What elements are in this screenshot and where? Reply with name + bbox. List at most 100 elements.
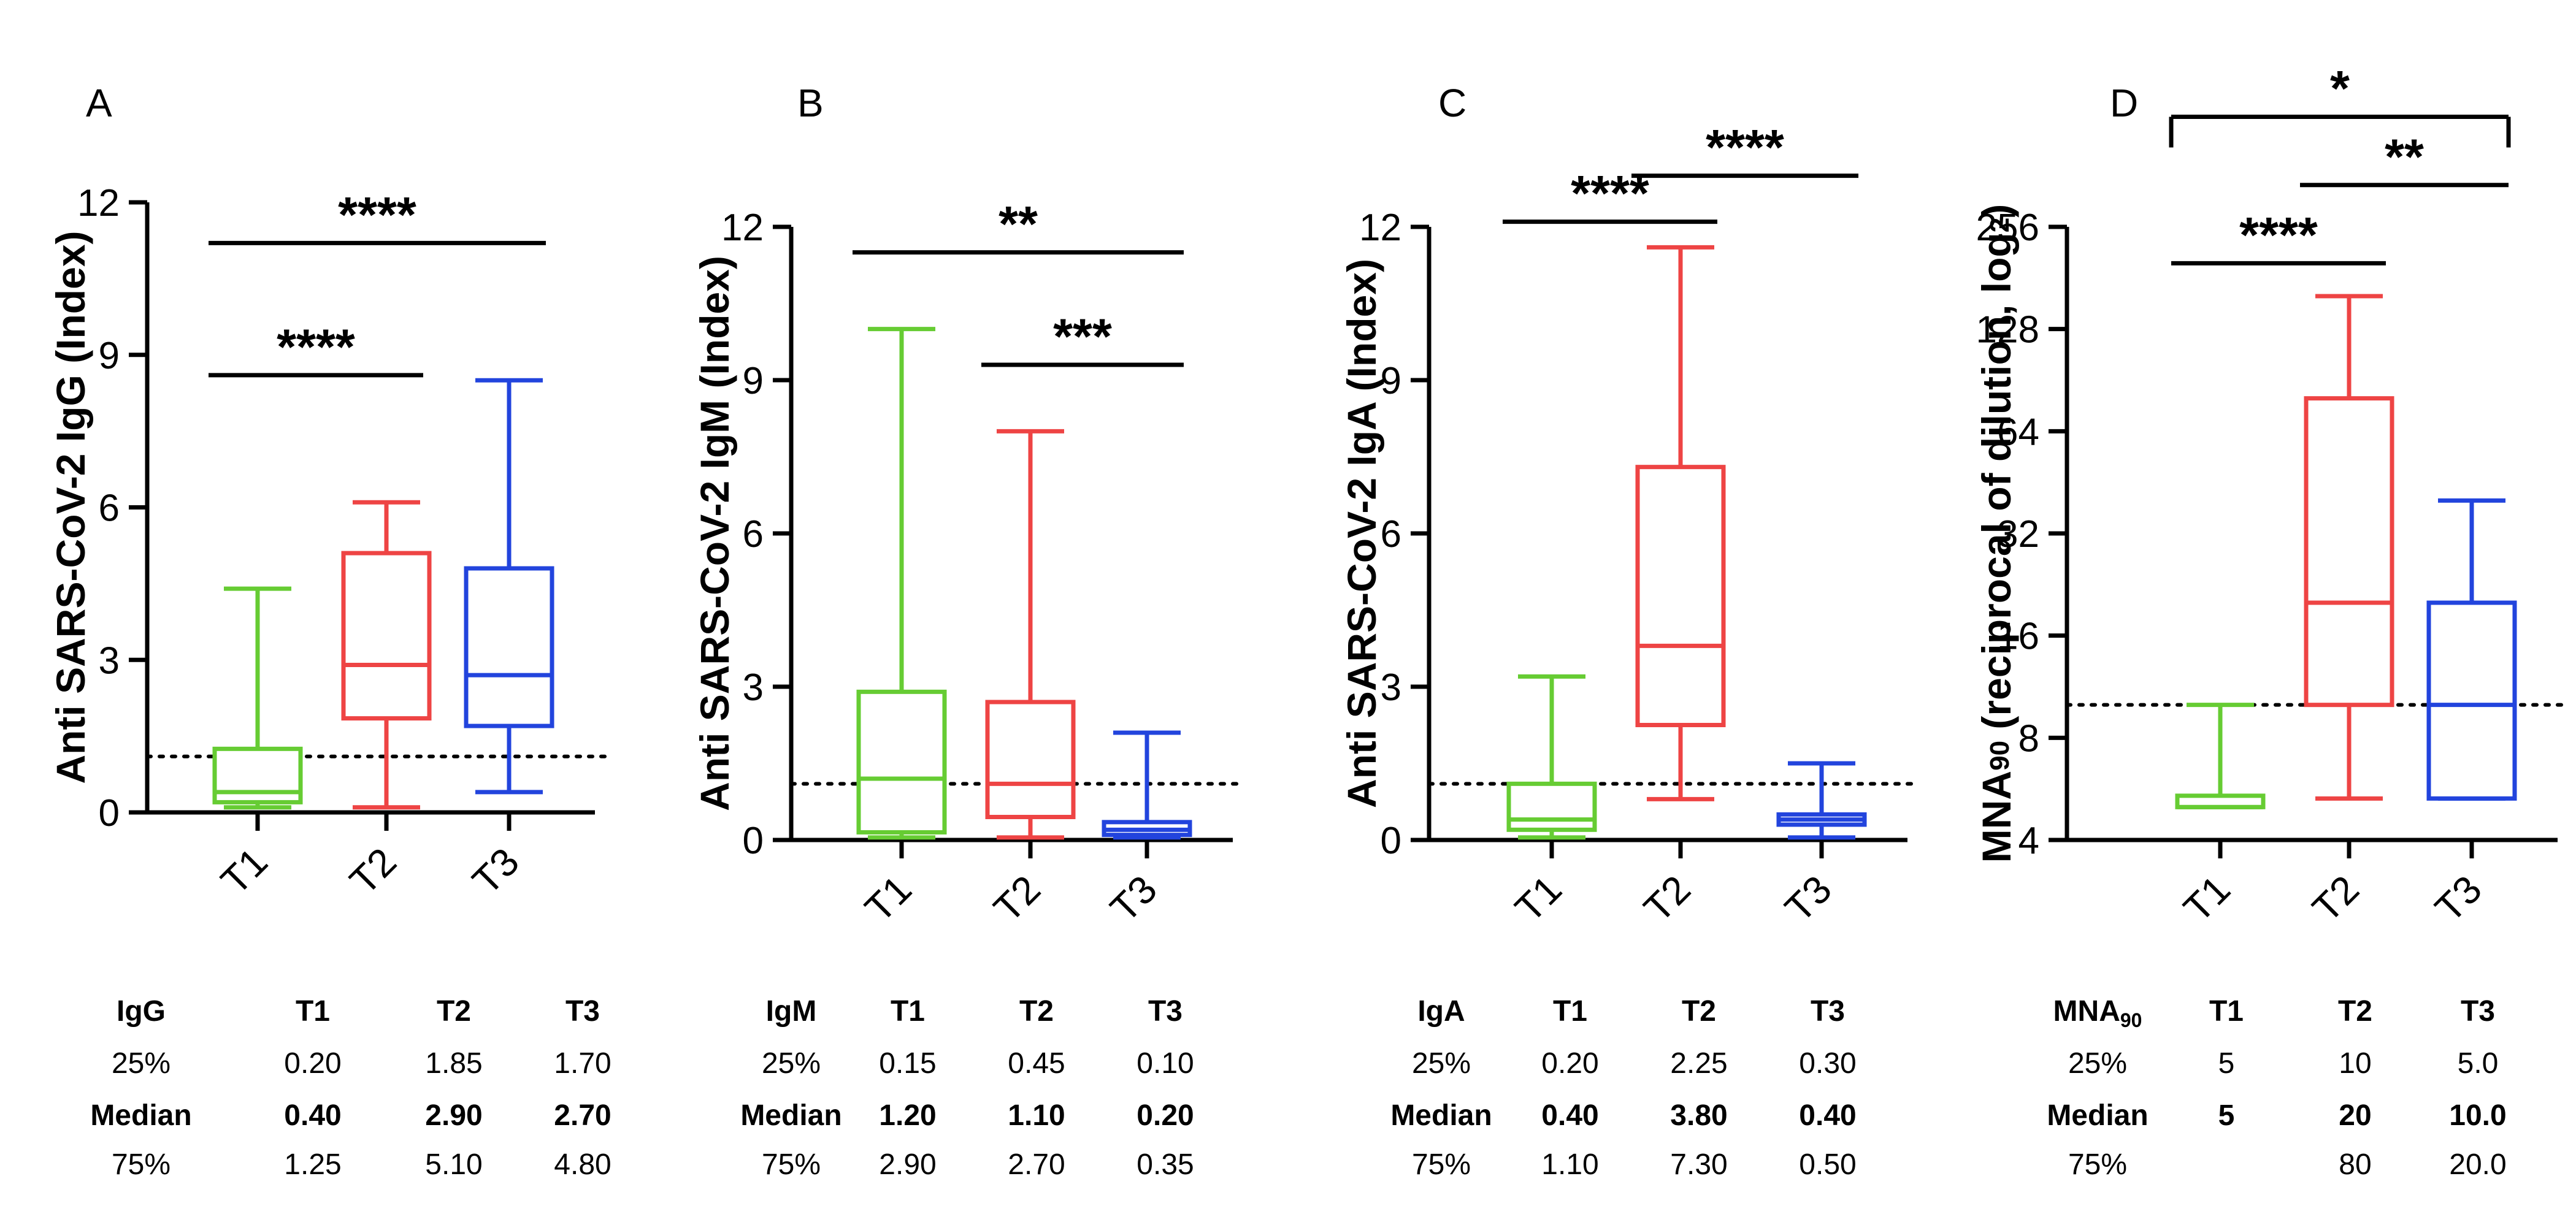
significance-label: ** <box>2385 129 2424 185</box>
table-header-cell: T2 <box>2338 995 2372 1028</box>
x-tick-label: T1 <box>212 839 276 903</box>
box-iqr <box>985 700 1076 819</box>
box-iqr <box>2304 396 2394 708</box>
y-tick-label: 0 <box>1381 820 1401 862</box>
panel-a: A 0 3 6 9 12 Anti SARS-CoV-2 IgG (Index) T1 T2 T3… <box>48 81 611 1181</box>
table-cell: 20.0 <box>2449 1148 2506 1181</box>
table-header-cell: T3 <box>2461 995 2495 1028</box>
y-tick-label: 8 <box>2018 717 2039 760</box>
box-t3 <box>2426 498 2517 801</box>
table-cell: 0.20 <box>1541 1047 1598 1080</box>
table-cell: 2.25 <box>1670 1047 1727 1080</box>
table-header-cell: IgG <box>117 995 166 1028</box>
panel-letter: C <box>1438 81 1466 125</box>
box-iqr <box>856 689 947 835</box>
y-tick-label: 4 <box>2018 820 2039 862</box>
y-tick-label: 3 <box>743 666 764 709</box>
table-row-label: Median <box>2047 1099 2148 1132</box>
table-cell: 1.10 <box>1541 1148 1598 1181</box>
table-header-subscript: 90 <box>2120 1009 2142 1031</box>
table-header-cell: T2 <box>437 995 471 1028</box>
box-iqr <box>212 746 303 804</box>
panel-b: B 0 3 6 9 12 Anti SARS-CoV-2 IgM (Index) T1 T2 T3… <box>692 81 1247 1181</box>
y-tick-label: 12 <box>77 182 120 224</box>
table-cell: 1.25 <box>284 1148 341 1181</box>
x-tick-label: T3 <box>2426 867 2490 931</box>
box-iqr <box>2426 600 2517 801</box>
box-t2 <box>341 500 432 810</box>
summary-table: IgM T1 T2 T3 25% 0.15 0.45 0.10 Median 1.20 1.10 0.… <box>740 995 1194 1181</box>
x-tick-label: T1 <box>1506 867 1570 931</box>
significance-bar: ** <box>853 197 1184 255</box>
box-t3 <box>464 378 554 795</box>
table-cell: 0.40 <box>284 1099 341 1132</box>
y-tick-label: 12 <box>1359 207 1401 249</box>
box-t2 <box>985 429 1076 840</box>
significance-bar: **** <box>2171 207 2386 265</box>
table-row-label: 25% <box>762 1047 821 1080</box>
y-tick-label: 9 <box>1381 360 1401 402</box>
box-t1 <box>212 586 303 810</box>
box-iqr <box>1506 781 1597 832</box>
table-header-cell: T3 <box>1811 995 1845 1028</box>
box-t1 <box>2175 703 2266 809</box>
table-cell: 0.30 <box>1799 1047 1856 1080</box>
y-tick-label: 16 <box>1997 616 2039 658</box>
x-tick-label: T1 <box>856 867 920 931</box>
y-tick-label: 3 <box>99 639 120 682</box>
table-cell: 3.80 <box>1670 1099 1727 1132</box>
table-row-label: 75% <box>1412 1148 1471 1181</box>
panel-letter: D <box>2110 81 2138 125</box>
y-tick-label: 6 <box>99 487 120 530</box>
table-cell: 80 <box>2339 1148 2371 1181</box>
y-tick-label: 128 <box>1976 309 2039 351</box>
significance-label: *** <box>1053 309 1112 365</box>
table-header-main: MNA <box>2053 995 2120 1028</box>
panel-letter: B <box>797 81 824 125</box>
table-cell: 0.40 <box>1799 1099 1856 1132</box>
box-t1 <box>856 327 947 840</box>
x-tick-label: T3 <box>1102 867 1165 931</box>
table-header-cell: T3 <box>1148 995 1183 1028</box>
table-cell: 10.0 <box>2449 1099 2506 1132</box>
x-tick-label: T2 <box>1635 867 1699 931</box>
y-axis-label-part: ) <box>1974 204 2019 218</box>
significance-label: **** <box>2239 207 2318 263</box>
x-tick-label: T2 <box>341 839 405 903</box>
x-tick-label: T3 <box>464 839 527 903</box>
y-axis-label: Anti SARS-CoV-2 IgG (Index) <box>48 231 93 784</box>
table-row-label: Median <box>740 1099 841 1132</box>
y-axis-label-subscript: 2 <box>1985 218 2015 232</box>
y-tick-label: 0 <box>743 820 764 862</box>
table-header-cell: T2 <box>1682 995 1716 1028</box>
box-t2 <box>2304 294 2394 801</box>
y-tick-label: 6 <box>743 513 764 555</box>
summary-table: IgA T1 T2 T3 25% 0.20 2.25 0.30 Median 0.40 3.80 0.… <box>1390 995 1856 1181</box>
table-cell: 1.10 <box>1008 1099 1065 1132</box>
box-iqr <box>1635 465 1726 728</box>
significance-bar: **** <box>1631 120 1858 178</box>
summary-table: MNA90 T1 T2 T3 25% 5 10 5.0 Median 5 20 10.0 75% 80 20… <box>2047 995 2506 1181</box>
significance-bar: *** <box>981 309 1184 367</box>
summary-table: IgG T1 T2 T3 25% 0.20 1.85 1.70 Median 0.40 2.90 2.… <box>90 995 611 1181</box>
table-cell: 0.50 <box>1799 1148 1856 1181</box>
y-axis-label-subscript: 90 <box>1985 741 2015 771</box>
table-cell: 0.10 <box>1137 1047 1194 1080</box>
table-cell: 5 <box>2218 1099 2235 1132</box>
y-tick-label: 256 <box>1976 207 2039 249</box>
table-header-cell: T2 <box>1019 995 1054 1028</box>
table-row-label: 25% <box>1412 1047 1471 1080</box>
significance-bar: * <box>2169 61 2511 148</box>
table-cell: 5.10 <box>425 1148 482 1181</box>
table-header-cell: T3 <box>565 995 600 1028</box>
table-cell: 1.20 <box>879 1099 936 1132</box>
y-tick-label: 9 <box>743 360 764 402</box>
table-cell: 0.45 <box>1008 1047 1065 1080</box>
x-tick-label: T2 <box>2304 867 2367 931</box>
table-cell: 0.15 <box>879 1047 936 1080</box>
y-axis-label: Anti SARS-CoV-2 IgA (Index) <box>1339 259 1384 808</box>
table-row-label: 75% <box>112 1148 171 1181</box>
significance-bar: **** <box>209 319 423 378</box>
significance-bar: **** <box>209 187 546 245</box>
